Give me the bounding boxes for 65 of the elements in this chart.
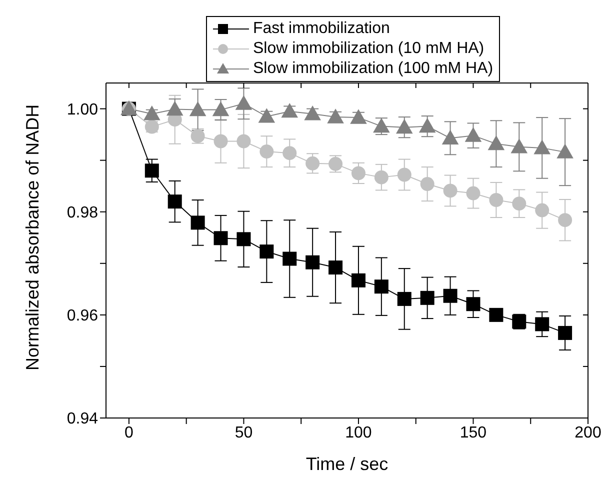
point (351, 273, 366, 288)
legend-label: Slow immobilization (100 mM HA) (252, 59, 494, 79)
point (374, 280, 388, 294)
point (260, 144, 274, 159)
point (304, 106, 321, 120)
point (489, 308, 504, 322)
point (214, 134, 228, 148)
point (235, 95, 252, 110)
point (443, 184, 458, 198)
point (144, 164, 159, 178)
point (351, 166, 366, 180)
x-tick-label: 200 (574, 424, 602, 442)
point (488, 135, 505, 150)
point (282, 252, 297, 266)
x-tick-label: 100 (345, 424, 372, 442)
point (212, 101, 230, 116)
x-tick-label: 150 (460, 424, 487, 442)
legend-label: Slow immobilization (10 mM HA) (252, 39, 484, 59)
point (397, 292, 412, 306)
point (397, 168, 412, 182)
point (236, 232, 251, 246)
x-tick-label: 0 (124, 424, 134, 442)
point (328, 260, 343, 275)
point (556, 144, 574, 158)
y-tick-label: 0.96 (66, 308, 98, 325)
point (420, 177, 434, 192)
point (168, 194, 182, 209)
point (558, 213, 572, 228)
point (306, 255, 320, 270)
point (418, 118, 436, 133)
point (306, 156, 320, 170)
point (189, 101, 206, 116)
point (214, 231, 228, 246)
y-tick-label: 1.00 (66, 101, 98, 118)
point (236, 134, 251, 148)
y-tick-label: 0.94 (66, 410, 98, 428)
point (281, 102, 298, 118)
point (420, 290, 434, 305)
point (510, 138, 528, 154)
point (258, 108, 276, 123)
point (443, 288, 458, 303)
point (144, 106, 160, 120)
point (512, 196, 526, 211)
point (190, 216, 205, 230)
point (374, 170, 388, 184)
point (282, 146, 297, 160)
point (260, 244, 274, 259)
x-tick-label: 50 (234, 424, 253, 442)
x-axis-title: Time / sec (306, 454, 388, 474)
point (350, 109, 367, 124)
point (166, 100, 184, 116)
point (466, 186, 480, 200)
point (327, 108, 344, 124)
point (535, 317, 550, 332)
point (535, 203, 550, 218)
point (466, 297, 480, 312)
y-axis-title: Normalized absorbance of NADH (22, 104, 42, 370)
point (534, 140, 550, 154)
point (442, 130, 459, 144)
point (558, 326, 572, 340)
legend-label: Fast immobilization (252, 19, 390, 39)
point (489, 192, 504, 207)
y-tick-label: 0.98 (66, 204, 98, 222)
point (396, 118, 413, 134)
point (464, 127, 482, 142)
